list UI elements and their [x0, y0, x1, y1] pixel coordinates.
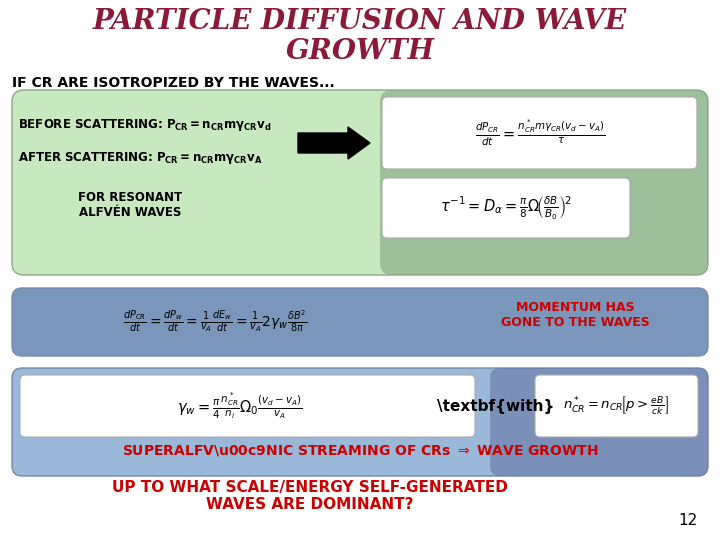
- FancyBboxPatch shape: [12, 288, 708, 356]
- Text: 12: 12: [679, 513, 698, 528]
- FancyBboxPatch shape: [382, 178, 630, 238]
- Text: AFTER SCATTERING: $\mathbf{P_{CR}=n_{CR}m\gamma_{CR}v_A}$: AFTER SCATTERING: $\mathbf{P_{CR}=n_{CR}…: [18, 150, 263, 166]
- Text: $\frac{dP_{CR}}{dt} = \frac{dP_w}{dt} = \frac{1}{v_A}\frac{dE_w}{dt} = \frac{1}{: $\frac{dP_{CR}}{dt} = \frac{dP_w}{dt} = …: [123, 309, 307, 335]
- Text: UP TO WHAT SCALE/ENERGY SELF-GENERATED
WAVES ARE DOMINANT?: UP TO WHAT SCALE/ENERGY SELF-GENERATED W…: [112, 480, 508, 512]
- Text: $\tau^{-1} = D_\alpha = \frac{\pi}{8}\Omega\!\left(\frac{\delta B}{B_0}\right)^{: $\tau^{-1} = D_\alpha = \frac{\pi}{8}\Om…: [440, 194, 572, 221]
- FancyBboxPatch shape: [490, 368, 708, 476]
- Text: BEFORE SCATTERING: $\mathbf{P_{CR}=n_{CR}m\gamma_{CR}v_d}$: BEFORE SCATTERING: $\mathbf{P_{CR}=n_{CR…: [18, 117, 271, 133]
- Text: GROWTH: GROWTH: [286, 38, 434, 65]
- FancyBboxPatch shape: [382, 97, 697, 169]
- FancyBboxPatch shape: [12, 368, 708, 476]
- FancyBboxPatch shape: [20, 375, 475, 437]
- Text: IF CR ARE ISOTROPIZED BY THE WAVES...: IF CR ARE ISOTROPIZED BY THE WAVES...: [12, 76, 335, 90]
- Text: $\frac{dP_{CR}}{dt} = \frac{n^*_{CR}m\gamma_{CR}(v_d - v_A)}{\tau}$: $\frac{dP_{CR}}{dt} = \frac{n^*_{CR}m\ga…: [474, 118, 606, 148]
- FancyBboxPatch shape: [380, 90, 708, 275]
- Text: FOR RESONANT
ALFVÉN WAVES: FOR RESONANT ALFVÉN WAVES: [78, 191, 182, 219]
- Text: PARTICLE DIFFUSION AND WAVE: PARTICLE DIFFUSION AND WAVE: [93, 8, 627, 35]
- FancyBboxPatch shape: [12, 90, 708, 275]
- FancyBboxPatch shape: [535, 375, 698, 437]
- Text: $n^*_{CR} = n_{CR}\!\left[p > \frac{eB}{ck}\right]$: $n^*_{CR} = n_{CR}\!\left[p > \frac{eB}{…: [563, 395, 669, 417]
- Text: \textbf{with}: \textbf{with}: [437, 399, 554, 414]
- Text: SUPERALFV\u00c9NIC STREAMING OF CRs $\Rightarrow$ WAVE GROWTH: SUPERALFV\u00c9NIC STREAMING OF CRs $\Ri…: [122, 442, 598, 457]
- Text: MOMENTUM HAS
GONE TO THE WAVES: MOMENTUM HAS GONE TO THE WAVES: [500, 301, 649, 329]
- FancyArrow shape: [298, 127, 370, 159]
- Text: $\gamma_w = \frac{\pi}{4}\frac{n^*_{CR}}{n_i}\Omega_0\frac{(v_d - v_A)}{v_A}$: $\gamma_w = \frac{\pi}{4}\frac{n^*_{CR}}…: [177, 391, 302, 421]
